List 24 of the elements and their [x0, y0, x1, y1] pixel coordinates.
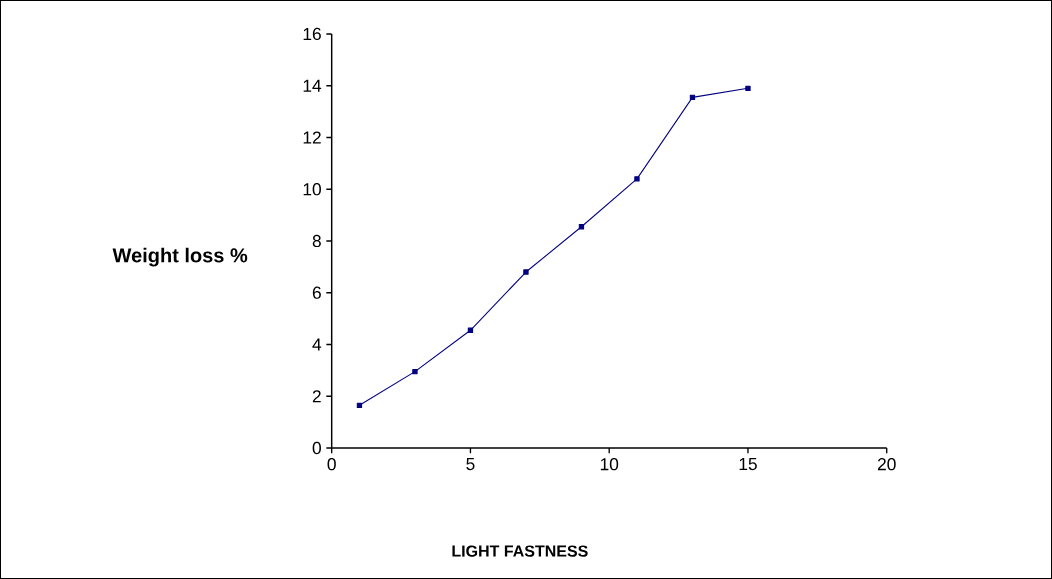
y-tick-label: 2 — [312, 390, 321, 403]
y-tick-label: 8 — [312, 234, 321, 248]
point — [523, 269, 529, 275]
x-tick-label: 20 — [877, 458, 896, 471]
y-tick-label: 0 — [312, 441, 321, 455]
y-tick-label: 14 — [303, 79, 322, 92]
point — [745, 85, 751, 91]
point — [412, 369, 418, 375]
x-tick-label: 15 — [739, 458, 757, 471]
y-tick-label: 10 — [303, 183, 321, 196]
y-tick-label: 6 — [312, 286, 321, 299]
y-tick-label: 4 — [312, 338, 322, 351]
point — [467, 327, 474, 333]
y-tick-label: 16 — [303, 27, 321, 41]
x-axis-title: LIGHT FASTNESS — [452, 545, 588, 557]
x-tick-label: 10 — [600, 458, 619, 471]
point — [578, 224, 585, 230]
point — [356, 402, 363, 408]
x-tick-label: 5 — [466, 458, 475, 471]
y-tick-label: 12 — [303, 131, 321, 144]
point — [689, 94, 696, 101]
x-tick-label: 0 — [327, 458, 336, 471]
y-axis-title: Weight loss % — [112, 247, 248, 267]
point — [634, 176, 640, 182]
